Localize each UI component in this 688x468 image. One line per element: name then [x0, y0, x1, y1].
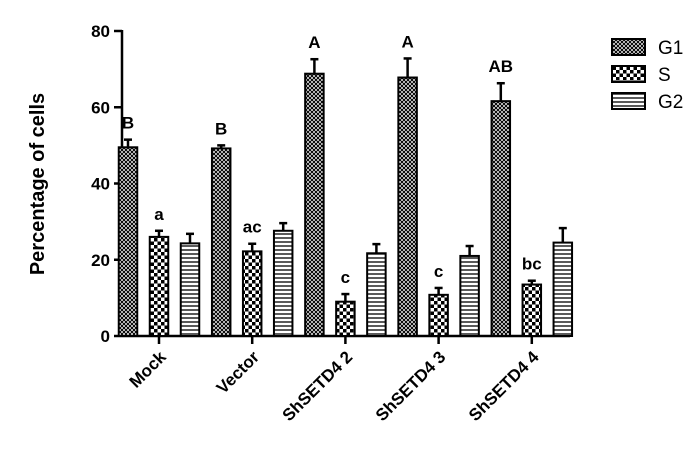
significance-letter: A	[308, 33, 320, 52]
legend: G1 S G2	[611, 38, 683, 113]
bar-g1	[210, 147, 232, 337]
bar-g1	[304, 72, 325, 337]
bar-g2	[366, 252, 387, 337]
significance-letter: bc	[522, 255, 542, 274]
y-tick-label: 60	[91, 98, 110, 117]
bar-s	[521, 283, 543, 337]
y-tick-label: 0	[101, 327, 110, 346]
bar-s	[148, 235, 170, 337]
significance-letter: c	[341, 268, 350, 287]
bar-g2	[459, 254, 480, 337]
significance-letter: c	[434, 262, 443, 281]
bar-s	[335, 300, 356, 337]
legend-swatch-s	[611, 65, 646, 83]
x-tick-label: ShSETD4 3	[372, 347, 450, 425]
bars	[117, 57, 574, 338]
y-axis-label: Percentage of cells	[27, 93, 49, 275]
significance-letter: AB	[489, 57, 514, 76]
x-tick-label: ShSETD4 4	[465, 347, 543, 425]
bar-g2	[552, 241, 574, 337]
significance-letter: ac	[243, 218, 262, 237]
significance-letter: B	[122, 114, 134, 133]
significance-letter: a	[154, 205, 164, 224]
legend-swatch-g2	[611, 92, 646, 110]
y-tick-label: 80	[91, 22, 110, 41]
significance-annotations: Ba Bac Ac Ac AB bc	[122, 32, 542, 287]
bar-s	[241, 250, 263, 337]
x-tick-label: Vector	[213, 347, 263, 397]
bar-g1	[397, 76, 418, 337]
y-tick-label: 40	[91, 175, 110, 194]
x-tick-label: Mock	[126, 347, 171, 392]
bar-g1	[490, 100, 512, 338]
legend-swatch-g1	[611, 38, 646, 56]
x-tick-label: ShSETD4 2	[279, 347, 357, 425]
bar-g2	[179, 242, 201, 337]
legend-label: S	[658, 65, 671, 86]
bar-s	[428, 293, 449, 338]
bar-g2	[272, 229, 294, 337]
bar-g1	[117, 146, 139, 337]
significance-letter: B	[215, 119, 227, 138]
significance-letter: A	[401, 32, 413, 51]
legend-label: G2	[658, 92, 683, 113]
x-axis-tick-labels: Mock Vector ShSETD4 2 ShSETD4 3 ShSETD4 4	[126, 347, 543, 425]
y-tick-label: 20	[91, 251, 110, 270]
legend-label: G1	[658, 38, 683, 59]
